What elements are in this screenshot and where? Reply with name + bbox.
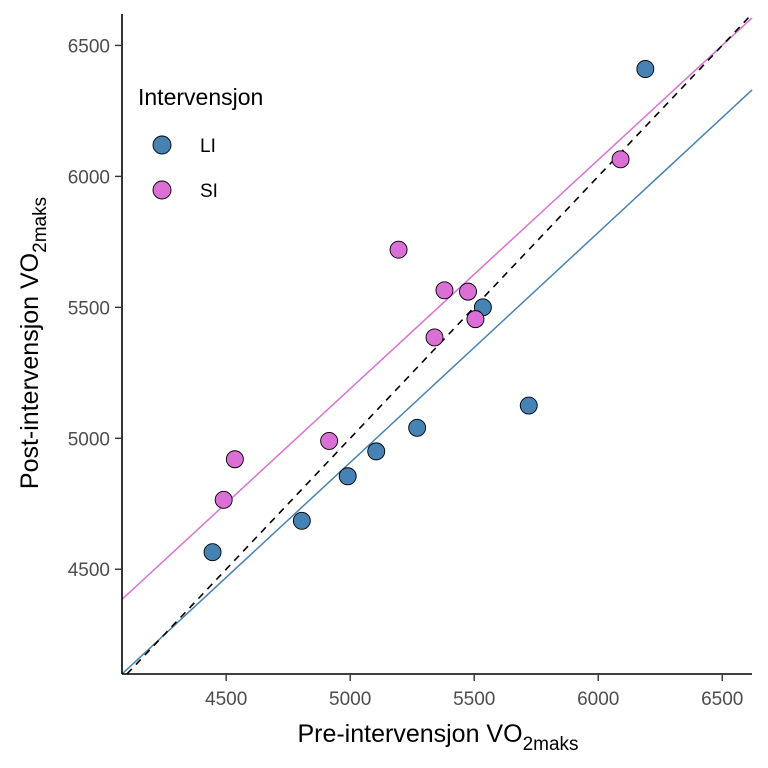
x-tick-label: 6000 [577, 689, 619, 710]
data-point-si [389, 240, 408, 259]
identity-reference-line [126, 13, 753, 675]
x-axis-title-main: Pre-intervensjon VO [297, 720, 522, 748]
y-tick-label: 5500 [68, 298, 110, 319]
data-point-li [636, 60, 655, 78]
data-point-si [214, 490, 233, 509]
data-point-si [320, 431, 339, 450]
data-point-li [292, 511, 311, 530]
data-point-si [466, 310, 485, 329]
legend-label-si: SI [200, 181, 218, 202]
y-axis-title-main: Post-intervensjon VO [16, 253, 44, 489]
x-tick-label: 4500 [205, 689, 247, 710]
x-tick-label: 5500 [453, 689, 495, 710]
x-tick-label: 5000 [329, 689, 371, 710]
legend-label-li: LI [200, 136, 216, 157]
data-point-si [611, 150, 630, 169]
y-axis-title-subscript: 2maks [30, 197, 51, 253]
ticks-layer: 4500 5000 5500 6000 6500 4500 5000 5500 6000 6500 [68, 36, 744, 710]
data-point-li [338, 467, 357, 486]
data-point-si [225, 450, 244, 469]
x-tick-label: 6500 [701, 689, 743, 710]
data-point-si [459, 282, 477, 301]
x-axis-title: Pre-intervensjon VO2maks [297, 720, 578, 755]
legend: Intervensjon LI SI [138, 84, 263, 202]
legend-key-li [152, 135, 172, 155]
y-axis-title: Post-intervensjon VO2maks [16, 197, 51, 489]
x-axis-title-subscript: 2maks [523, 734, 579, 755]
fit-line-li [121, 89, 753, 675]
y-tick-label: 5000 [68, 429, 110, 450]
data-point-li [519, 396, 538, 415]
axes-layer [121, 14, 752, 675]
data-point-li [367, 442, 386, 461]
y-tick-label: 6500 [68, 36, 110, 57]
data-point-li [203, 543, 222, 562]
data-point-si [435, 281, 454, 300]
legend-key-si [152, 180, 172, 200]
points-layer [203, 60, 655, 562]
data-point-si [425, 328, 444, 347]
legend-title: Intervensjon [138, 84, 263, 110]
data-point-li [408, 418, 427, 437]
y-tick-label: 6000 [68, 167, 110, 188]
y-tick-label: 4500 [68, 560, 110, 581]
